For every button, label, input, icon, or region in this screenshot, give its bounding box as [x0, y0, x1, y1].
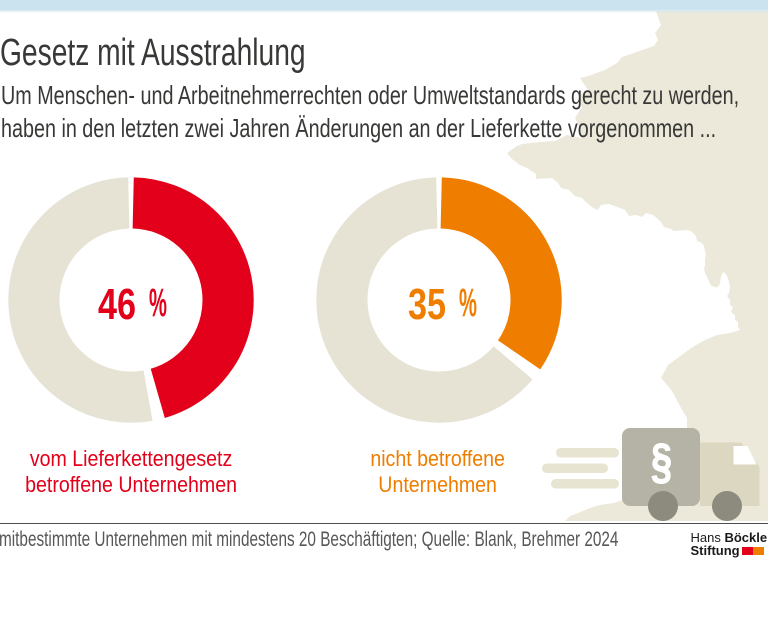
svg-text:§: §: [651, 435, 672, 490]
